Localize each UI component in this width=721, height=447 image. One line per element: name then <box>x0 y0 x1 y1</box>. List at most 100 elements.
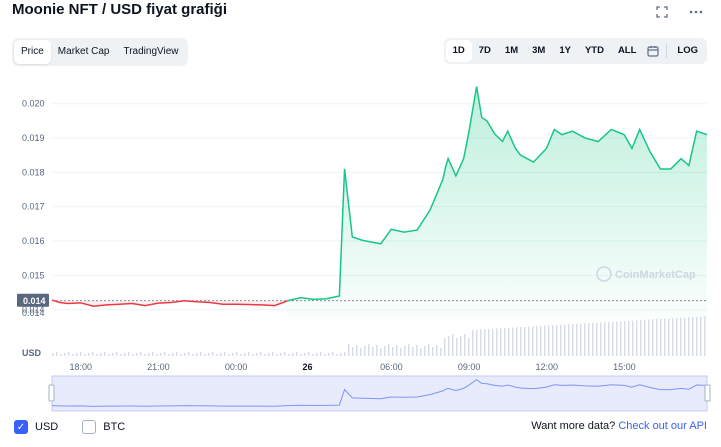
volume-bar <box>660 318 662 356</box>
volume-bar <box>136 353 138 356</box>
log-scale-toggle[interactable]: LOG <box>677 45 698 56</box>
volume-bar <box>144 354 146 356</box>
volume-bar <box>668 318 670 356</box>
y-tick-label: 0.014 <box>22 305 45 315</box>
api-promo: Want more data? Check out our API <box>531 420 707 432</box>
volume-bar <box>216 354 218 356</box>
volume-bar <box>516 327 518 356</box>
volume-bar <box>264 354 266 356</box>
volume-bar <box>372 347 374 356</box>
range-1m[interactable]: 1M <box>504 45 519 56</box>
volume-bar <box>328 353 330 356</box>
page-title: Moonie NFT / USD fiyat grafiği <box>12 1 228 18</box>
volume-bar <box>464 334 466 356</box>
currency-label: USD <box>22 348 42 358</box>
volume-bar <box>72 354 74 356</box>
time-range-selector: 1D 7D 1M 3M 1Y YTD ALL LOG <box>443 38 707 64</box>
legend-btc[interactable]: BTC <box>82 420 125 434</box>
volume-bar <box>240 354 242 356</box>
chart-type-tabs: Price Market Cap TradingView <box>12 38 188 66</box>
volume-bar <box>584 323 586 356</box>
navigator-handle-right <box>704 384 711 402</box>
volume-bar <box>200 352 202 356</box>
volume-bar <box>384 346 386 356</box>
volume-bar <box>128 352 130 356</box>
checkbox-checked-icon[interactable]: ✓ <box>14 420 28 434</box>
volume-bar <box>296 352 298 356</box>
volume-bar <box>140 352 142 356</box>
range-ytd[interactable]: YTD <box>584 45 604 56</box>
volume-bar <box>204 354 206 356</box>
api-link[interactable]: Check out our API <box>618 420 707 432</box>
x-tick-label: 09:00 <box>458 362 481 372</box>
volume-bar <box>544 325 546 356</box>
volume-bar <box>104 352 106 356</box>
range-all[interactable]: ALL <box>617 45 637 56</box>
range-1d[interactable]: 1D <box>445 40 472 62</box>
volume-bar <box>592 322 594 356</box>
volume-bar <box>624 321 626 356</box>
volume-bar <box>540 325 542 356</box>
volume-bar <box>432 347 434 356</box>
volume-bar <box>304 353 306 356</box>
volume-bar <box>596 322 598 356</box>
y-axis: 0.020 0.019 0.018 0.017 0.016 0.015 0.014 USD 0.… <box>17 99 49 358</box>
range-divider <box>666 44 668 58</box>
volume-bar <box>188 352 190 356</box>
volume-bar <box>56 352 58 356</box>
volume-bar <box>176 352 178 356</box>
volume-bar <box>564 324 566 356</box>
volume-bar <box>480 329 482 356</box>
volume-bar <box>580 323 582 356</box>
tab-market-cap[interactable]: Market Cap <box>57 46 110 57</box>
volume-bar <box>504 327 506 356</box>
volume-bar <box>284 352 286 356</box>
volume-bar <box>636 320 638 356</box>
api-promo-text: Want more data? <box>531 420 616 432</box>
fullscreen-icon[interactable] <box>655 6 669 20</box>
volume-bar <box>164 352 166 356</box>
volume-bar <box>444 338 446 356</box>
volume-bar <box>688 317 690 356</box>
volume-bar <box>428 344 430 356</box>
checkbox-unchecked-icon[interactable] <box>82 420 97 434</box>
volume-bar <box>288 354 290 356</box>
volume-bar <box>316 353 318 356</box>
range-7d[interactable]: 7D <box>478 45 491 56</box>
more-horizontal-icon[interactable] <box>689 6 703 20</box>
y-tick-label: 0.014 <box>22 308 45 318</box>
volume-bar <box>456 338 458 356</box>
volume-bar <box>88 353 90 356</box>
volume-bar <box>380 348 382 356</box>
tab-price[interactable]: Price <box>14 40 51 64</box>
x-tick-label: 18:00 <box>69 362 92 372</box>
volume-bars <box>52 316 706 356</box>
tab-tradingview[interactable]: TradingView <box>123 46 179 57</box>
volume-bar <box>308 352 310 356</box>
range-3m[interactable]: 3M <box>532 45 546 56</box>
x-tick-label: 26 <box>302 362 312 372</box>
volume-bar <box>184 353 186 356</box>
legend-usd[interactable]: ✓ USD <box>14 420 58 434</box>
volume-bar <box>396 345 398 356</box>
calendar-icon[interactable] <box>643 40 663 62</box>
volume-bar <box>208 353 210 356</box>
volume-bar <box>168 354 170 356</box>
volume-bar <box>124 353 126 356</box>
range-1y[interactable]: 1Y <box>559 45 571 56</box>
volume-bar <box>156 354 158 356</box>
volume-bar <box>452 334 454 356</box>
volume-bar <box>148 353 150 356</box>
volume-bar <box>556 324 558 356</box>
y-tick-label: 0.020 <box>22 99 45 109</box>
volume-bar <box>324 354 326 356</box>
volume-bar <box>560 324 562 356</box>
volume-bar <box>100 353 102 356</box>
volume-bar <box>628 320 630 356</box>
volume-bar <box>60 354 62 356</box>
y-tick-label: 0.018 <box>22 167 45 177</box>
volume-bar <box>508 327 510 356</box>
volume-bar <box>192 354 194 356</box>
